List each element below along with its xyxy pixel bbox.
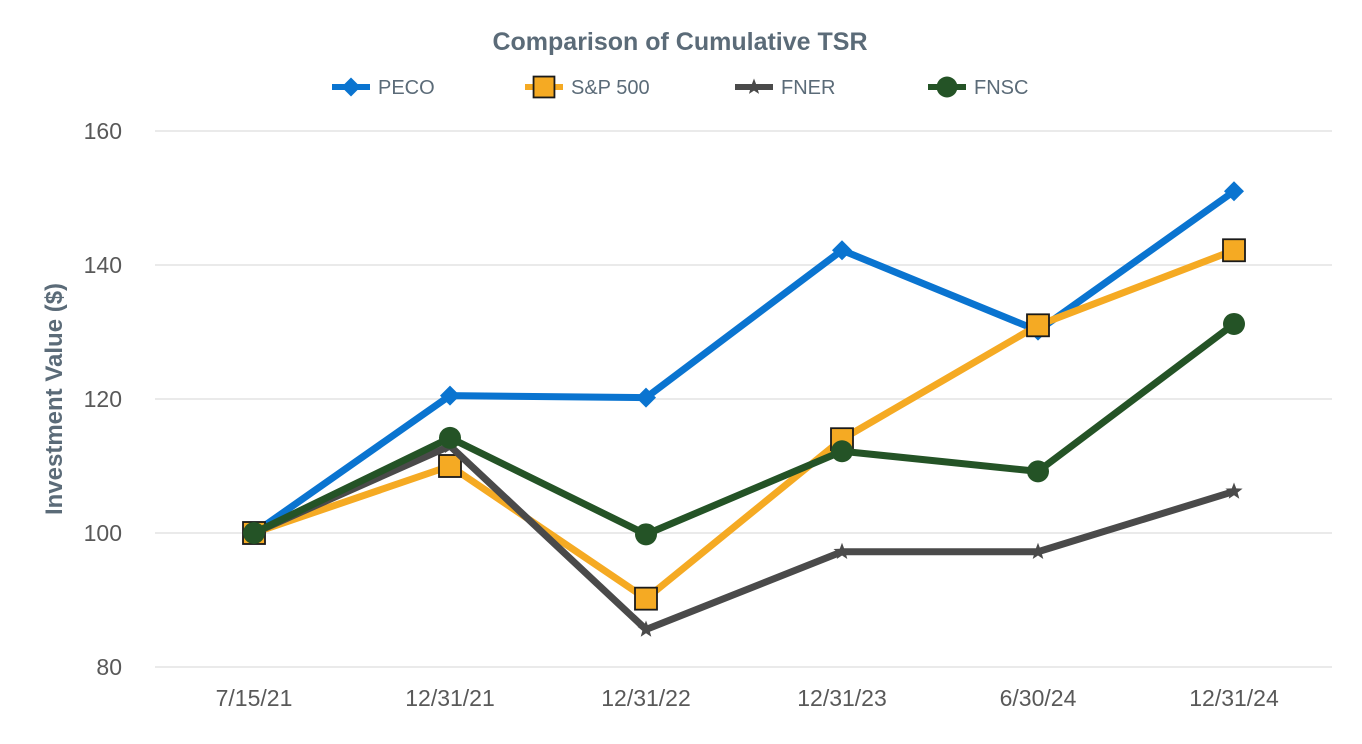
series-line: [250, 442, 1238, 633]
data-point-star: [637, 620, 655, 637]
data-point-star: [1029, 542, 1047, 560]
series-line: [250, 320, 1238, 538]
x-tick-label: 12/31/21: [405, 685, 495, 711]
series-fnsc: [243, 312, 1245, 546]
legend-item-fnsc: FNSC: [928, 76, 1028, 99]
legend-item-fner: FNER: [735, 77, 835, 99]
data-point-square: [1222, 238, 1246, 263]
legend-star-marker: [745, 78, 763, 94]
data-point-square: [1026, 313, 1050, 338]
x-tick-label: 12/31/22: [601, 685, 691, 711]
data-point-star: [833, 542, 851, 560]
y-tick-label: 140: [84, 252, 122, 278]
data-point-diamond: [832, 240, 852, 261]
data-point-circle: [1223, 312, 1245, 335]
series-line: [250, 246, 1238, 603]
chart-title: Comparison of Cumulative TSR: [492, 28, 867, 56]
legend-diamond-marker: [341, 77, 361, 97]
legend-label: PECO: [378, 77, 435, 99]
y-tick-label: 100: [84, 520, 122, 546]
data-point-star: [1225, 482, 1243, 499]
y-tick-label: 160: [84, 118, 122, 144]
y-axis-label: Investment Value ($): [41, 283, 68, 515]
x-tick-label: 6/30/24: [1000, 685, 1077, 711]
data-point-circle: [439, 426, 461, 449]
data-point-square: [634, 586, 658, 611]
series-line: [250, 187, 1238, 537]
y-tick-label: 80: [96, 654, 122, 680]
data-point-diamond: [440, 385, 460, 406]
gridlines: [155, 130, 1332, 668]
y-tick-label: 120: [84, 386, 122, 412]
y-axis-ticks: 80 100 120 140 160: [84, 118, 122, 680]
legend-label: S&P 500: [571, 77, 650, 99]
legend-label: FNSC: [974, 77, 1028, 99]
legend-circle-marker: [936, 76, 958, 98]
legend-square-marker: [532, 75, 556, 99]
data-point-diamond: [1224, 181, 1244, 202]
legend-label: FNER: [781, 77, 835, 99]
legend: PECO S&P 500 FNER FNSC: [332, 75, 1028, 99]
data-point-square: [438, 454, 462, 478]
x-axis-ticks: 7/15/21 12/31/21 12/31/22 12/31/23 6/30/24 12…: [216, 685, 1279, 711]
series-lines: [242, 181, 1246, 637]
data-point-circle: [831, 440, 853, 463]
data-point-circle: [1027, 460, 1049, 483]
x-tick-label: 12/31/24: [1189, 685, 1279, 711]
data-point-circle: [635, 523, 657, 546]
x-tick-label: 7/15/21: [216, 685, 293, 711]
legend-item-s-p-500: S&P 500: [525, 75, 650, 99]
data-point-diamond: [636, 387, 656, 408]
legend-item-peco: PECO: [332, 77, 435, 99]
data-point-circle: [243, 522, 265, 544]
x-tick-label: 12/31/23: [797, 685, 887, 711]
